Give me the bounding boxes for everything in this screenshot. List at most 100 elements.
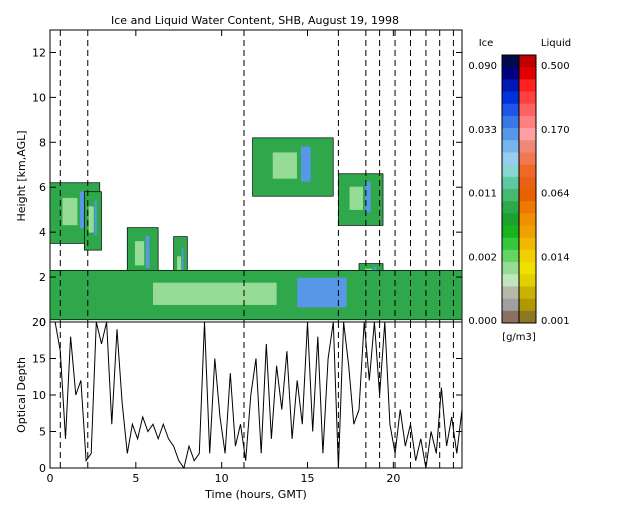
- colorbar-swatch: [502, 262, 519, 275]
- x-tick-label: 0: [47, 472, 54, 485]
- colorbar-liquid-tick: 0.170: [541, 125, 570, 136]
- colorbar-swatch: [519, 298, 536, 312]
- colorbar-swatch: [502, 164, 519, 178]
- colorbar-swatch: [502, 140, 519, 153]
- x-tick-label: 20: [386, 472, 400, 485]
- colorbar-liquid-label: Liquid: [541, 38, 571, 49]
- y-tick-label: 10: [32, 389, 46, 402]
- colorbar-swatch: [519, 237, 536, 251]
- colorbar-swatch: [519, 262, 536, 275]
- colorbar-liquid-swatches: [519, 55, 536, 324]
- colorbar-swatch: [502, 55, 519, 68]
- colorbar-swatch: [502, 79, 519, 93]
- colorbar-ice-tick: 0.000: [468, 316, 497, 327]
- colorbar-swatch: [519, 55, 536, 68]
- y-tick-label: 5: [39, 426, 46, 439]
- colorbar-swatch: [502, 176, 519, 190]
- cloud-core: [300, 146, 311, 182]
- colorbar-swatch: [519, 115, 536, 129]
- cloud-core: [153, 282, 277, 305]
- colorbar-swatch: [519, 189, 536, 202]
- y-tick-label: 6: [39, 181, 46, 194]
- y-tick-label: 8: [39, 136, 46, 149]
- colorbar-swatch: [519, 310, 536, 324]
- colorbar-swatch: [519, 128, 536, 141]
- colorbar-swatch: [502, 201, 519, 214]
- colorbar-swatch: [502, 115, 519, 129]
- colorbar-swatch: [519, 140, 536, 153]
- y-tick-label: 12: [32, 46, 46, 59]
- colorbar-swatch: [519, 201, 536, 214]
- y-tick-label: 15: [32, 353, 46, 366]
- colorbar-swatch: [519, 213, 536, 227]
- cloud-core: [297, 277, 347, 308]
- colorbar-swatch: [519, 152, 536, 166]
- colorbar-swatch: [519, 286, 536, 300]
- optical-depth-line: [50, 321, 463, 470]
- x-axis-label: Time (hours, GMT): [204, 488, 307, 501]
- colorbar-swatch: [519, 164, 536, 178]
- x-tick-label: 15: [301, 472, 315, 485]
- top-y-ticks: 0 2 4 6 8 10 12: [32, 46, 462, 329]
- y-tick-label: 0: [39, 462, 46, 475]
- cloud-core: [145, 235, 150, 269]
- cloud-core: [94, 200, 97, 236]
- colorbar-swatch: [502, 103, 519, 117]
- colorbar-unit: [g/m3]: [502, 332, 536, 343]
- x-tick-label: 5: [132, 472, 139, 485]
- colorbar-swatch: [519, 67, 536, 80]
- colorbar-ice-tick: 0.002: [468, 252, 497, 263]
- colorbar-swatch: [519, 274, 536, 287]
- top-dashed-lines: [59, 30, 454, 322]
- colorbar-swatch: [519, 91, 536, 105]
- bottom-plot-frame: [49, 321, 463, 469]
- cloud-core: [365, 181, 371, 213]
- colorbar-ice-tick: 0.011: [468, 189, 497, 200]
- x-tick-label: 10: [215, 472, 229, 485]
- colorbar-swatch: [519, 103, 536, 117]
- colorbar-liquid-tick: 0.500: [541, 61, 570, 72]
- colorbar-swatch: [502, 249, 519, 263]
- chart-title: Ice and Liquid Water Content, SHB, Augus…: [111, 14, 399, 27]
- colorbar-swatch: [502, 274, 519, 287]
- bottom-dashed-lines: [59, 322, 454, 468]
- colorbar-swatch: [502, 189, 519, 202]
- colorbar-liquid-tick: 0.064: [541, 189, 570, 200]
- y-tick-label: 2: [39, 271, 46, 284]
- colorbar-swatch: [502, 152, 519, 166]
- colorbar-swatch: [502, 298, 519, 312]
- colorbar-swatch: [502, 91, 519, 105]
- colorbar-swatch: [519, 225, 536, 239]
- colorbar-ice-label: Ice: [479, 38, 494, 49]
- colorbar-liquid-tick: 0.001: [541, 316, 570, 327]
- x-ticks: 0 5 10 15 20: [47, 30, 400, 485]
- colorbar-swatch: [519, 176, 536, 190]
- colorbar-ice-tick: 0.090: [468, 61, 497, 72]
- colorbar-ticks: 0.090 0.500 0.033 0.170 0.011 0.064 0.002 0.014…: [468, 61, 569, 327]
- colorbar-swatch: [519, 79, 536, 93]
- colorbar-liquid-tick: 0.014: [541, 252, 570, 263]
- colorbar-swatch: [502, 225, 519, 239]
- cloud-field: [49, 137, 463, 321]
- bottom-y-ticks: 0 5 10 15 20: [32, 316, 462, 475]
- colorbar-liquid-frame: [518, 54, 537, 324]
- cloud-core: [79, 191, 86, 229]
- colorbar-swatch: [502, 213, 519, 227]
- water-content-panel: 0 2 4 6 8 10 12 Height [km,AGL]: [15, 29, 463, 329]
- y-tick-label: 0: [39, 316, 46, 329]
- y-tick-label: 4: [39, 226, 46, 239]
- top-y-axis-label: Height [km,AGL]: [15, 130, 28, 221]
- colorbar: Ice Liquid 0.090 0.500 0.033 0.170 0.011 0.06…: [468, 38, 571, 343]
- colorbar-ice-swatches: [502, 55, 519, 324]
- cloud-core: [349, 186, 363, 210]
- y-tick-label: 10: [32, 91, 46, 104]
- colorbar-ice-tick: 0.033: [468, 125, 497, 136]
- bottom-y-axis-label: Optical Depth: [15, 357, 28, 433]
- colorbar-swatch: [502, 128, 519, 141]
- cloud-core: [62, 197, 78, 226]
- colorbar-swatch: [502, 286, 519, 300]
- cloud-core: [134, 241, 145, 266]
- cloud-core: [272, 152, 297, 179]
- y-tick-label: 20: [32, 316, 46, 329]
